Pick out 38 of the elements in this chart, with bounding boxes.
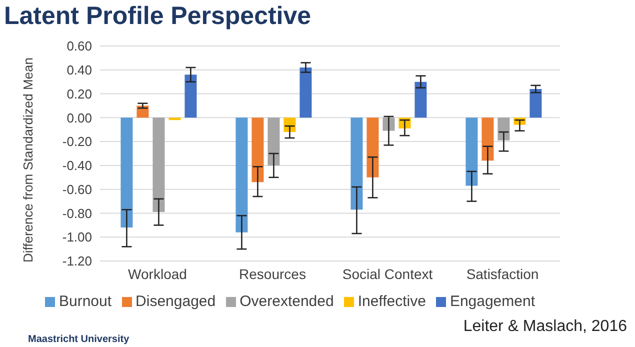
legend-label: Ineffective xyxy=(358,293,426,310)
legend-label: Overextended xyxy=(240,293,334,310)
y-tick-label: -0.80 xyxy=(62,206,92,221)
legend-label: Burnout xyxy=(58,293,112,310)
y-tick-label: 0.40 xyxy=(66,62,92,78)
x-tick-label: Social Context xyxy=(342,266,433,282)
y-tick-label: 0.20 xyxy=(66,86,92,102)
y-tick-label: -0.60 xyxy=(62,182,92,197)
legend-label: Engagement xyxy=(450,293,536,310)
chart-title: Latent Profile Perspective xyxy=(4,2,312,31)
x-tick-label: Workload xyxy=(128,266,187,282)
bar xyxy=(184,74,197,118)
text: Leiter & Maslach, 2016 xyxy=(463,318,627,336)
bar xyxy=(498,118,510,140)
bar xyxy=(530,89,542,118)
y-tick-label: 0.00 xyxy=(66,110,92,126)
text: Maastricht University xyxy=(28,334,130,345)
y-tick-label: -1.20 xyxy=(62,254,92,269)
bar xyxy=(236,118,248,232)
x-tick-label: Resources xyxy=(239,266,306,282)
y-axis-title: Difference from Standardized Mean xyxy=(20,58,36,262)
bar xyxy=(350,118,363,210)
legend-label: Disengaged xyxy=(136,293,216,310)
bar xyxy=(252,118,264,182)
y-tick-label: 0.60 xyxy=(66,38,92,54)
bar xyxy=(120,118,133,228)
y-tick-label: -0.20 xyxy=(62,134,92,150)
bar xyxy=(168,118,181,120)
bar xyxy=(268,118,280,166)
bar xyxy=(300,68,312,118)
x-tick-label: Satisfaction xyxy=(466,266,539,282)
bar xyxy=(482,118,494,161)
bar xyxy=(414,82,427,118)
y-tick-label: -1.00 xyxy=(62,230,92,245)
bar xyxy=(152,118,165,212)
bar xyxy=(366,118,379,178)
y-tick-label: -0.40 xyxy=(62,158,92,174)
bar xyxy=(466,118,478,186)
